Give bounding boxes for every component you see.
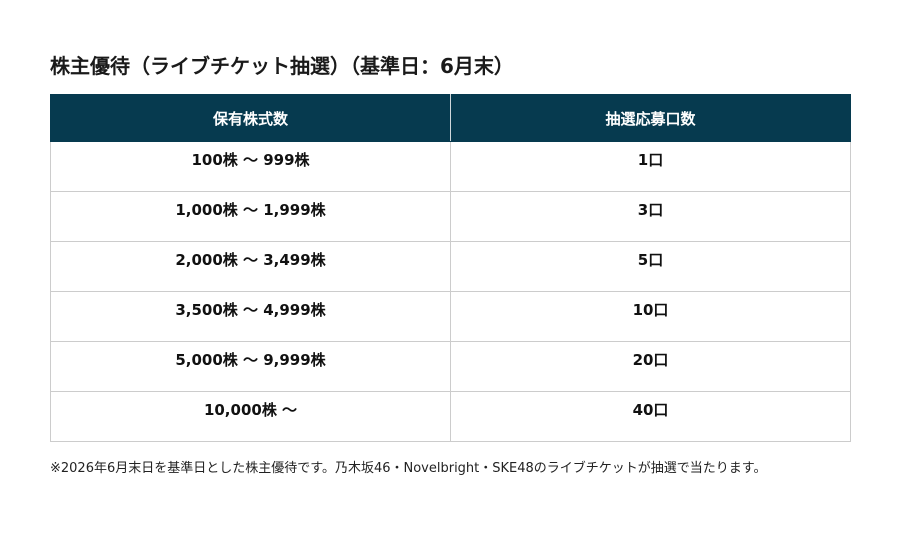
lottery-entries-cell: 3口 [450,191,851,242]
shares-held-cell: 100株 〜 999株 [50,141,451,192]
table-row: 100株 〜 999株 1口 [50,141,851,192]
shares-held-cell: 10,000株 〜 [50,391,451,442]
shares-held-cell: 3,500株 〜 4,999株 [50,291,451,342]
table-body: 100株 〜 999株 1口 1,000株 〜 1,999株 3口 2,000株… [50,141,851,442]
footnote: ※2026年6月末日を基準日とした株主優待です。乃木坂46・Novelbrigh… [50,461,767,476]
table-row: 1,000株 〜 1,999株 3口 [50,191,851,242]
lottery-entries-cell: 5口 [450,241,851,292]
column-header-lottery-entries: 抽選応募口数 [450,94,851,142]
lottery-entries-cell: 40口 [450,391,851,442]
table-row: 3,500株 〜 4,999株 10口 [50,291,851,342]
column-header-shares-held: 保有株式数 [50,94,451,142]
shareholder-benefit-table: 保有株式数 抽選応募口数 100株 〜 999株 1口 1,000株 〜 1,9… [50,94,851,442]
shares-held-cell: 1,000株 〜 1,999株 [50,191,451,242]
table-row: 10,000株 〜 40口 [50,391,851,442]
table-row: 5,000株 〜 9,999株 20口 [50,341,851,392]
table-header: 保有株式数 抽選応募口数 [50,94,851,142]
table-header-row: 保有株式数 抽選応募口数 [50,94,851,142]
lottery-entries-cell: 1口 [450,141,851,192]
table-row: 2,000株 〜 3,499株 5口 [50,241,851,292]
shares-held-cell: 5,000株 〜 9,999株 [50,341,451,392]
page-title: 株主優待（ライブチケット抽選）（基準日：6月末） [50,54,514,78]
shares-held-cell: 2,000株 〜 3,499株 [50,241,451,292]
lottery-entries-cell: 20口 [450,341,851,392]
lottery-entries-cell: 10口 [450,291,851,342]
